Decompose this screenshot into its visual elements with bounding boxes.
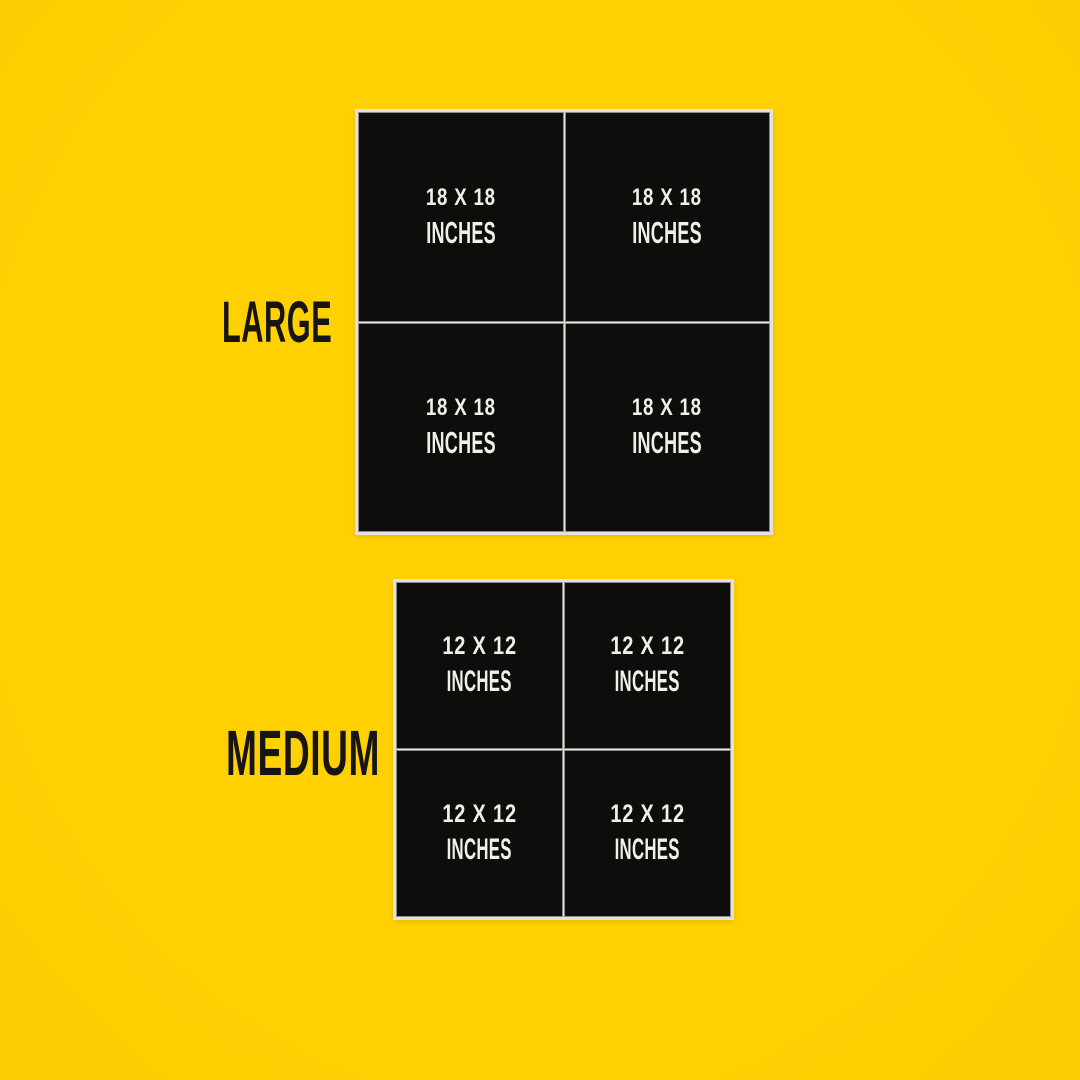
panel-unit-text: INCHES (632, 425, 703, 461)
panel-size-text: 18 X 18 (632, 183, 703, 211)
panel-grid-large: 18 X 18 INCHES 18 X 18 INCHES 18 X 18 IN… (355, 109, 773, 535)
panel-size-text: 12 X 12 (610, 800, 685, 828)
panel-size-text: 12 X 12 (442, 632, 517, 660)
panel-size-text: 18 X 18 (632, 394, 703, 422)
panel-size-text: 12 X 12 (442, 800, 517, 828)
size-label-medium: MEDIUM (226, 717, 381, 789)
panel-unit-text: INCHES (446, 665, 513, 698)
panel-size-text: 18 X 18 (425, 183, 496, 211)
panel-unit-text: INCHES (632, 214, 703, 250)
panel-unit-text: INCHES (425, 214, 496, 250)
panel-cell-medium-bottom-left: 12 X 12 INCHES (397, 751, 562, 916)
panel-size-text: 18 X 18 (425, 394, 496, 422)
panel-cell-large-top-right: 18 X 18 INCHES (565, 113, 769, 321)
size-label-large: LARGE (222, 290, 333, 355)
panel-cell-medium-bottom-right: 12 X 12 INCHES (565, 751, 730, 916)
panel-unit-text: INCHES (446, 833, 513, 866)
panel-unit-text: INCHES (425, 425, 496, 461)
panel-cell-medium-top-left: 12 X 12 INCHES (397, 583, 562, 748)
panel-grid-medium: 12 X 12 INCHES 12 X 12 INCHES 12 X 12 IN… (393, 579, 734, 920)
panel-unit-text: INCHES (614, 833, 681, 866)
panel-cell-large-bottom-right: 18 X 18 INCHES (565, 323, 769, 531)
panel-unit-text: INCHES (614, 665, 681, 698)
panel-cell-large-top-left: 18 X 18 INCHES (359, 113, 563, 321)
panel-cell-medium-top-right: 12 X 12 INCHES (565, 583, 730, 748)
panel-size-text: 12 X 12 (610, 632, 685, 660)
panel-cell-large-bottom-left: 18 X 18 INCHES (359, 323, 563, 531)
